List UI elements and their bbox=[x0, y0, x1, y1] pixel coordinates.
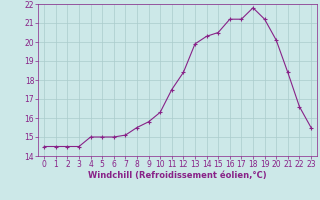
X-axis label: Windchill (Refroidissement éolien,°C): Windchill (Refroidissement éolien,°C) bbox=[88, 171, 267, 180]
